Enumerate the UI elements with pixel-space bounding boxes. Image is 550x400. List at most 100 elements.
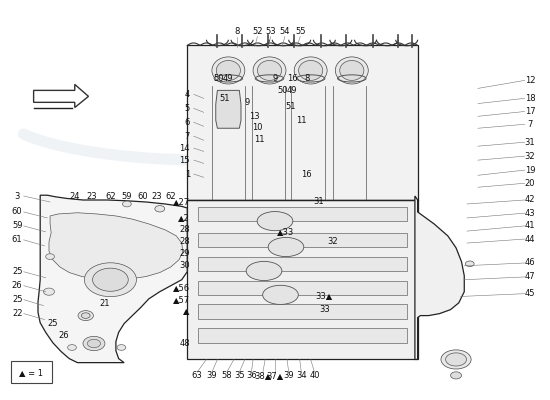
Text: 10: 10 [252, 123, 263, 132]
Text: 17: 17 [525, 107, 535, 116]
Ellipse shape [446, 353, 466, 366]
Text: 33: 33 [319, 305, 330, 314]
Text: 9: 9 [272, 74, 278, 83]
Text: 8: 8 [234, 27, 239, 36]
Text: 39: 39 [283, 371, 294, 380]
Text: 59: 59 [122, 192, 132, 200]
Bar [187, 200, 417, 360]
Ellipse shape [83, 336, 105, 351]
Text: 24: 24 [69, 192, 80, 200]
Text: 38▲: 38▲ [254, 371, 272, 380]
Ellipse shape [92, 268, 128, 291]
Text: 34: 34 [296, 371, 307, 380]
Text: 50: 50 [277, 86, 288, 95]
Text: 48: 48 [179, 339, 190, 348]
Text: 60: 60 [137, 192, 147, 200]
Text: ▲57: ▲57 [173, 295, 190, 304]
Text: 32: 32 [327, 237, 338, 246]
Bar [198, 233, 406, 247]
Text: 22: 22 [12, 309, 23, 318]
Text: 46: 46 [525, 258, 535, 268]
Text: 31: 31 [314, 198, 324, 206]
Text: 25: 25 [12, 295, 23, 304]
Ellipse shape [46, 254, 54, 260]
Text: 49: 49 [223, 74, 234, 83]
Ellipse shape [117, 345, 126, 350]
Text: 7: 7 [185, 132, 190, 141]
Text: 12: 12 [525, 76, 535, 85]
Ellipse shape [43, 288, 54, 295]
Ellipse shape [340, 60, 364, 80]
Text: 61: 61 [12, 235, 23, 244]
Ellipse shape [257, 60, 282, 80]
Bar [187, 45, 417, 200]
Text: 1: 1 [185, 170, 190, 178]
Polygon shape [49, 213, 183, 280]
Ellipse shape [123, 201, 131, 207]
Text: 26: 26 [58, 331, 69, 340]
Text: 9: 9 [245, 98, 250, 107]
Text: 33▲: 33▲ [316, 291, 333, 300]
Ellipse shape [257, 212, 293, 231]
Text: ▲27: ▲27 [173, 198, 190, 206]
Text: 54: 54 [279, 27, 290, 36]
Text: 20: 20 [525, 179, 535, 188]
Polygon shape [216, 90, 241, 128]
Bar [10, 362, 52, 383]
Polygon shape [415, 196, 464, 360]
Ellipse shape [465, 261, 474, 266]
Text: 59: 59 [12, 222, 23, 230]
Text: 29: 29 [179, 249, 190, 258]
Text: 6: 6 [185, 118, 190, 127]
Text: 16: 16 [287, 74, 298, 83]
Text: 47: 47 [525, 272, 535, 282]
Text: 21: 21 [100, 299, 110, 308]
Ellipse shape [253, 57, 286, 84]
Text: 23: 23 [86, 192, 97, 200]
Text: 11: 11 [296, 116, 306, 125]
Ellipse shape [441, 350, 471, 369]
Text: 31: 31 [525, 138, 535, 147]
Ellipse shape [212, 57, 245, 84]
Polygon shape [34, 84, 89, 108]
Text: 5: 5 [185, 104, 190, 113]
Text: 3: 3 [14, 192, 20, 200]
Ellipse shape [450, 372, 461, 379]
Text: 28: 28 [179, 237, 190, 246]
Text: 25: 25 [12, 267, 23, 276]
Ellipse shape [68, 345, 76, 350]
Text: ▲33: ▲33 [277, 227, 295, 236]
Ellipse shape [78, 311, 94, 320]
Text: 7: 7 [527, 120, 533, 129]
Text: ▲: ▲ [184, 307, 190, 316]
Text: 62: 62 [105, 192, 115, 200]
Text: 49: 49 [286, 86, 296, 95]
Text: 45: 45 [525, 289, 535, 298]
Text: ▲2: ▲2 [178, 214, 190, 222]
Text: 13: 13 [249, 112, 260, 121]
Text: 58: 58 [222, 371, 232, 380]
Polygon shape [38, 195, 187, 363]
Text: 52: 52 [252, 27, 263, 36]
Text: 26: 26 [12, 281, 23, 290]
Text: 32: 32 [525, 152, 535, 161]
Text: 63: 63 [192, 371, 202, 380]
Text: 53: 53 [265, 27, 276, 36]
Text: 42: 42 [525, 196, 535, 204]
Ellipse shape [263, 285, 298, 304]
Text: 62: 62 [166, 192, 176, 200]
Text: 55: 55 [295, 27, 305, 36]
Text: 51: 51 [285, 102, 295, 111]
Ellipse shape [87, 339, 101, 348]
Ellipse shape [216, 60, 240, 80]
Bar [198, 280, 406, 295]
Text: ▲56: ▲56 [173, 283, 190, 292]
Ellipse shape [246, 261, 282, 280]
Text: 35: 35 [234, 371, 245, 380]
Text: 39: 39 [207, 371, 217, 380]
Bar [198, 304, 406, 319]
Text: 40: 40 [309, 371, 320, 380]
Ellipse shape [155, 206, 165, 212]
Text: 28: 28 [179, 225, 190, 234]
Ellipse shape [81, 313, 90, 318]
